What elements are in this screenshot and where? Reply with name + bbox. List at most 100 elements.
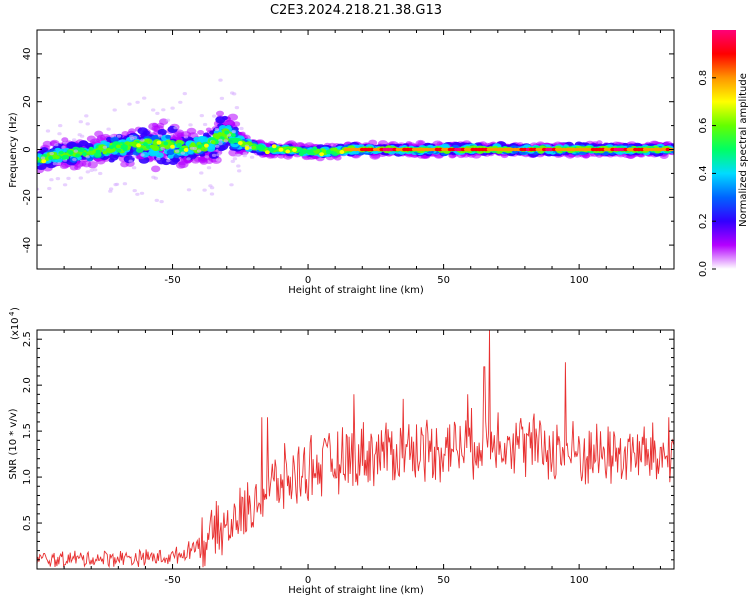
spectrogram-cell <box>405 147 411 152</box>
spectrogram-cell <box>626 147 632 152</box>
spectrogram-cell <box>55 177 61 181</box>
y-tick-label: 2.5 <box>22 331 33 347</box>
snr-y-axis-label: SNR (10 * v/v) <box>8 408 19 479</box>
spectrogram-cell <box>135 192 140 196</box>
spectrogram-cell <box>170 144 175 149</box>
spectrogram-cell <box>231 133 236 138</box>
spectrogram-cell <box>116 148 122 153</box>
spectrogram-cell <box>85 170 91 174</box>
snr-y-ticks: 0.5 1.0 1.5 2.0 2.5 <box>22 331 674 561</box>
spectrogram-cell <box>221 115 228 121</box>
spectrogram-cell <box>473 147 479 152</box>
spectrogram-cell <box>571 147 577 152</box>
spectrogram-cell <box>215 158 221 162</box>
spectrogram-cell <box>173 126 178 130</box>
spectrogram-cell <box>73 149 79 153</box>
spectrogram-cell <box>239 126 244 131</box>
spectrogram-cell <box>166 149 175 155</box>
spectrogram-cell <box>130 137 135 141</box>
x-tick-label: 0 <box>305 575 311 586</box>
y-tick-label: 40 <box>22 48 33 61</box>
spectrogram-cell <box>398 147 404 152</box>
spectrogram-cell <box>131 166 137 170</box>
spectrogram-cell <box>135 147 144 153</box>
spectrogram-cell <box>480 147 485 152</box>
spectrogram-cell <box>58 150 64 155</box>
spectrogram-cell <box>127 102 132 106</box>
spectrogram-cell <box>610 147 616 152</box>
spectrogram-cell <box>89 168 94 172</box>
x-tick-label: -50 <box>164 575 180 586</box>
spectrogram-cell <box>499 147 505 152</box>
spectrogram-cell <box>74 165 81 170</box>
spectrogram-cell <box>620 147 625 152</box>
spectrogram-cell <box>217 132 223 136</box>
spectrogram-y-ticks: -40 -20 0 20 40 <box>22 29 674 270</box>
spectrogram-cell <box>37 187 40 191</box>
spectrogram-cell <box>62 183 68 187</box>
svg-text:4: 4 <box>8 311 16 316</box>
spectrogram-cell <box>78 160 87 167</box>
spectrogram-cell <box>211 153 217 157</box>
spectrogram-cell <box>196 149 202 153</box>
spectrogram-cell <box>102 145 108 149</box>
spectrogram-cell <box>155 111 160 115</box>
spectrogram-cell <box>369 147 375 152</box>
spectrogram-cell <box>437 147 443 152</box>
spectrogram-cell <box>236 164 241 168</box>
spectrogram-cell <box>234 153 240 157</box>
spectrogram-cell <box>180 151 185 155</box>
spectrogram-cell <box>116 134 122 138</box>
spectrogram-cell <box>652 147 658 152</box>
snr-x-axis-label: Height of straight line (km) <box>288 585 424 596</box>
spectrogram-cell <box>209 192 215 196</box>
svg-text:): ) <box>10 307 21 311</box>
spectrogram-cell <box>214 127 220 132</box>
spectrogram-cell <box>176 161 186 169</box>
spectrogram-cell <box>135 100 140 104</box>
spectrogram-cell <box>85 155 90 159</box>
spectrogram-cell <box>244 146 250 150</box>
spectrogram-cell <box>78 120 84 124</box>
spectrogram-cell <box>58 124 63 128</box>
spectrogram-cell <box>242 151 248 155</box>
spectrogram-cell <box>75 153 81 158</box>
spectrogram-cell <box>182 92 187 96</box>
spectrogram-cell <box>584 147 590 152</box>
spectrogram-cell <box>112 108 117 112</box>
spectrogram-cell <box>72 138 77 142</box>
spectrogram-cell <box>603 147 609 152</box>
spectrogram-cell <box>37 156 40 161</box>
spectrogram-cell <box>509 147 515 152</box>
spectrogram-cell <box>278 147 284 152</box>
spectrogram-cell <box>206 166 212 170</box>
spectrogram-cell <box>155 152 164 159</box>
spectrogram-cell <box>206 145 216 152</box>
spectrogram-cell <box>107 146 116 153</box>
spectrogram-cell <box>88 146 94 151</box>
spectrogram-cell <box>115 144 121 149</box>
spectrogram-cell <box>202 188 207 192</box>
svg-text:(x10: (x10 <box>10 317 21 340</box>
spectrogram-cell <box>85 122 90 126</box>
spectrogram-cell <box>193 136 200 142</box>
spectrogram-cell <box>447 147 453 152</box>
spectrogram-cell <box>88 149 96 156</box>
spectrogram-cell <box>201 147 208 152</box>
colorbar-tick-label: 0.8 <box>698 70 709 86</box>
spectrogram-cell <box>61 145 66 149</box>
spectrogram-cell <box>424 147 430 152</box>
spectrogram-cell <box>110 136 119 143</box>
spectrogram-cell <box>215 144 220 148</box>
spectrogram-x-ticks: -50 0 50 100 <box>36 30 661 286</box>
spectrogram-cell <box>228 137 237 144</box>
spectrogram-cell <box>78 176 84 180</box>
spectrogram-cell <box>161 108 166 112</box>
spectrogram-cell <box>175 149 180 153</box>
spectrogram-cell <box>486 147 492 152</box>
spectrogram-cell <box>54 143 59 147</box>
spectrogram-cell <box>82 152 87 156</box>
spectrogram-cell <box>564 147 570 152</box>
spectrogram-cell <box>122 182 128 186</box>
y-tick-label: 0.5 <box>22 515 33 531</box>
